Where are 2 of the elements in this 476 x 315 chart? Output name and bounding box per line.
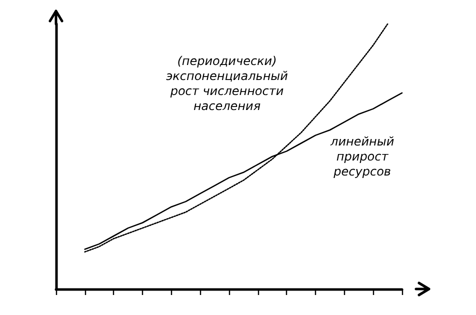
series-label: линейный прирост ресурсов [330, 134, 394, 179]
series-label: (периодически) экспоненциальный рост численности населения [166, 54, 288, 113]
